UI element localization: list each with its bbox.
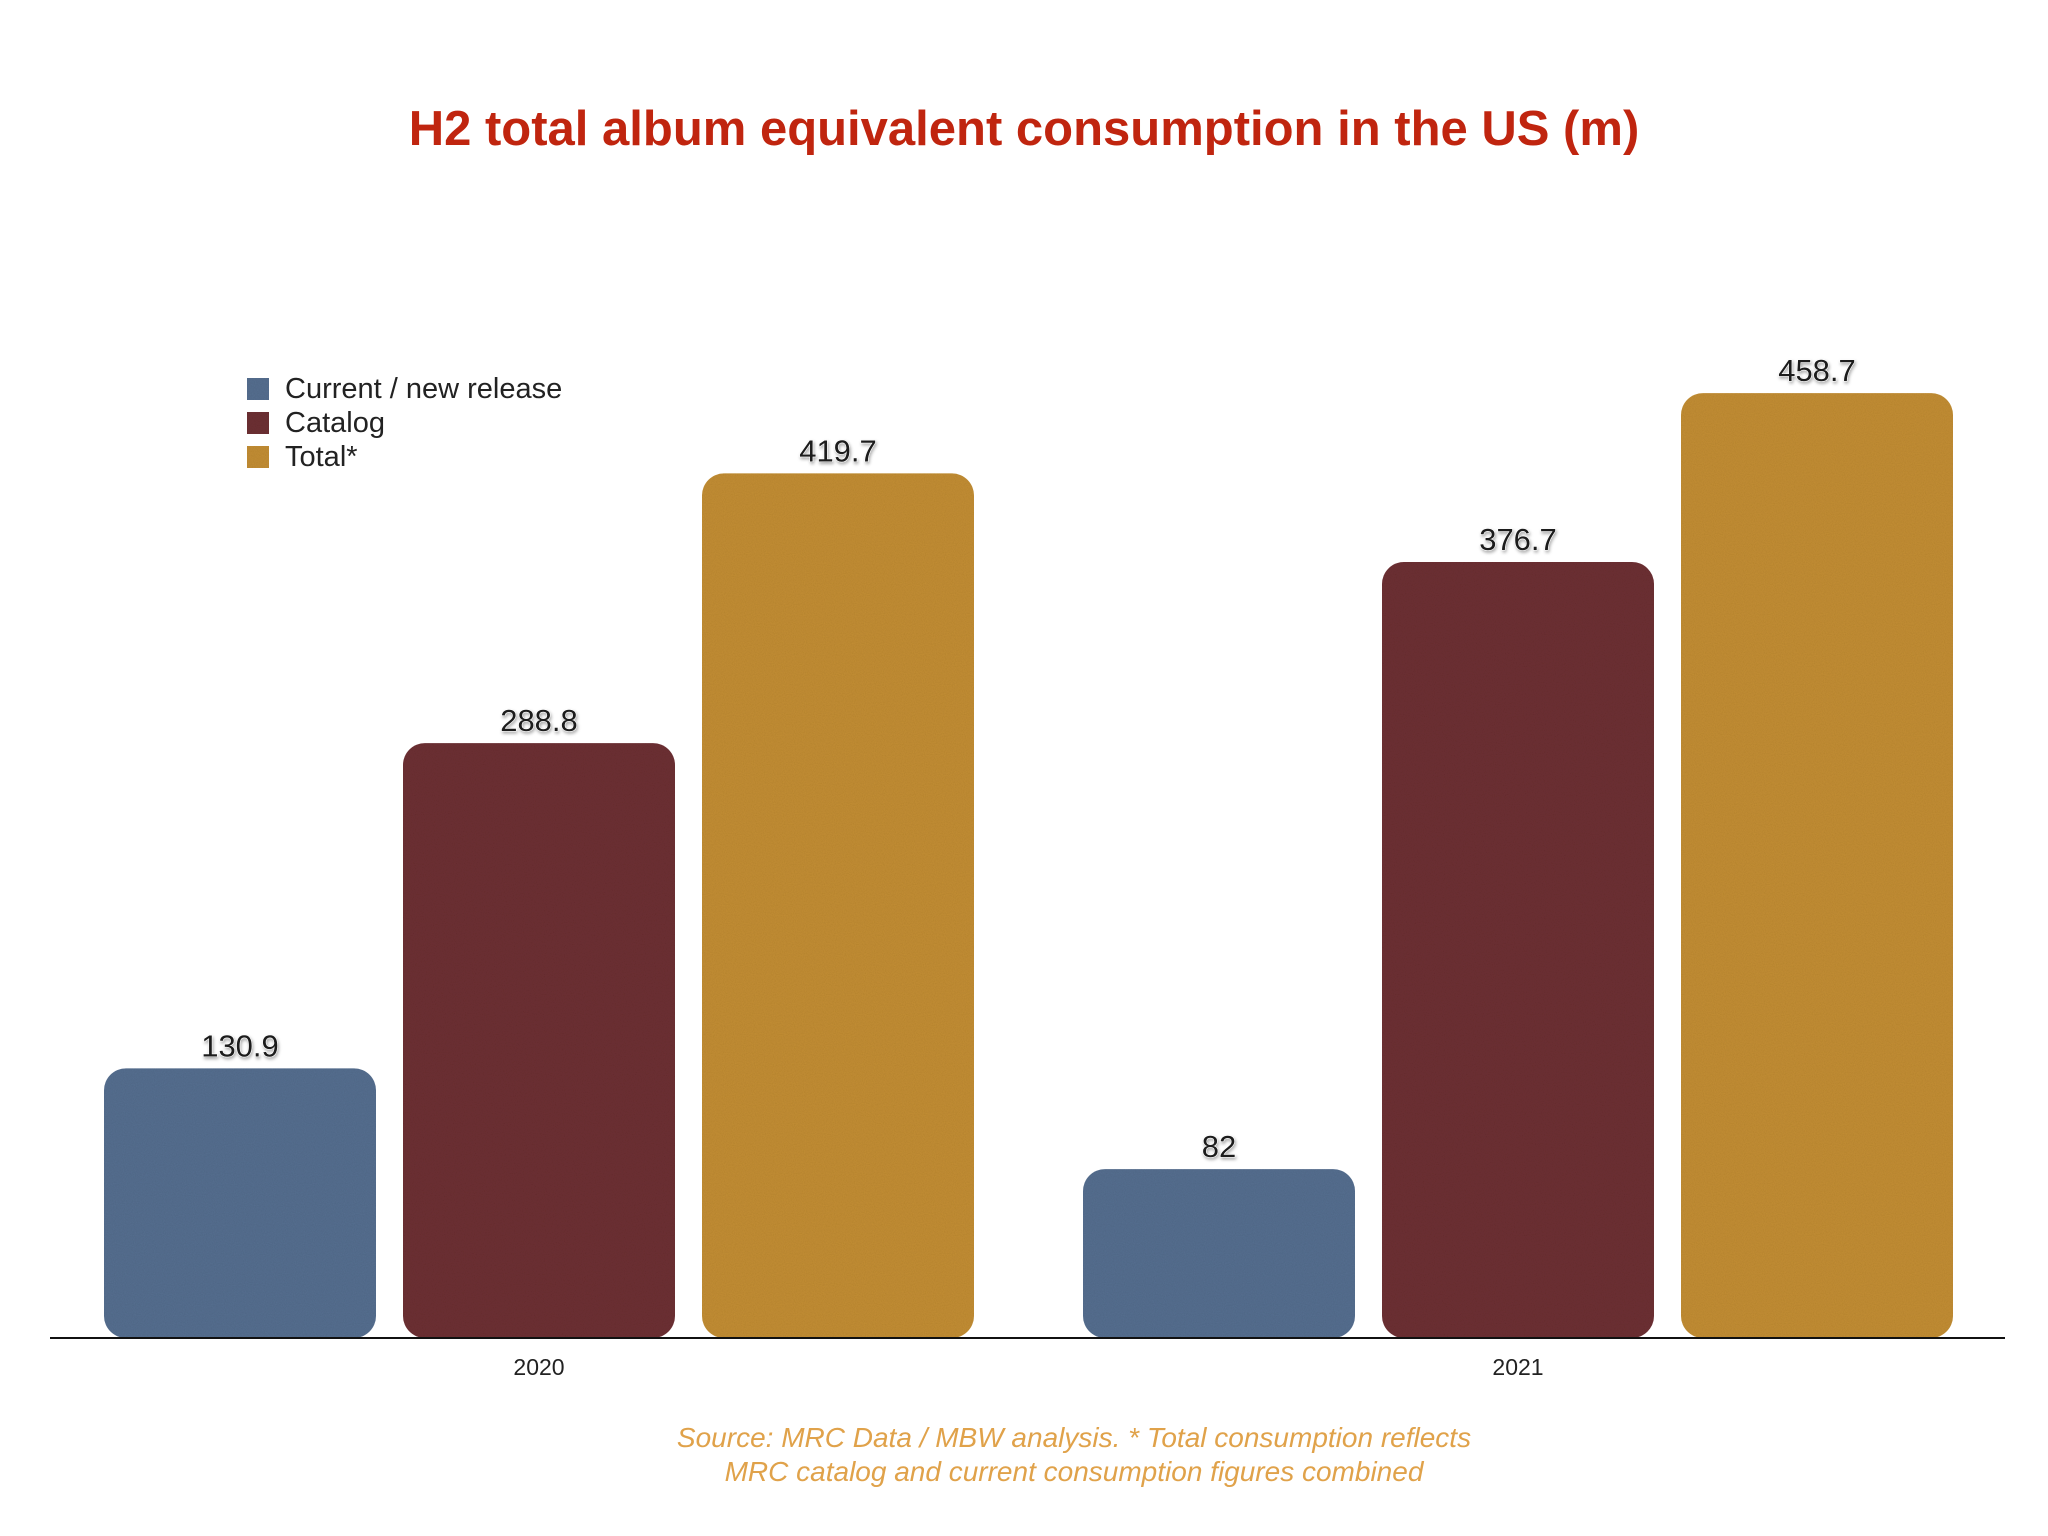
legend-swatch-total: [247, 446, 269, 468]
value-label-group: 130.9 288.8 419.7 82 376.7 458.7: [201, 353, 1857, 1165]
value-label-current-new-release-2020: 130.9: [201, 1028, 279, 1063]
chart-title: H2 total album equivalent consumption in…: [409, 102, 1640, 156]
x-tick-label-2020: 2020: [513, 1354, 564, 1380]
value-label-total-2021: 458.7: [1778, 353, 1856, 388]
value-label-total-2020: 419.7: [799, 433, 877, 468]
bar-total-2020: [702, 473, 974, 1339]
bar-current-new-release-2020: [104, 1068, 376, 1338]
legend-label-current-new-release: Current / new release: [285, 373, 562, 405]
bar-group: [104, 393, 1953, 1339]
bar-catalog-2021: [1382, 561, 1654, 1338]
legend-label-catalog: Catalog: [285, 407, 385, 439]
legend-swatch-catalog: [247, 412, 269, 434]
source-note-line-1: Source: MRC Data / MBW analysis. * Total…: [677, 1422, 1471, 1453]
legend-swatch-current-new-release: [247, 378, 269, 400]
bar-current-new-release-2021: [1083, 1169, 1355, 1338]
value-label-catalog-2021: 376.7: [1479, 522, 1557, 557]
x-tick-label-2021: 2021: [1492, 1354, 1543, 1380]
x-tick-label-group: 2020 2021: [513, 1354, 1543, 1380]
value-label-catalog-2020: 288.8: [500, 703, 578, 738]
source-note-line-2: MRC catalog and current consumption figu…: [725, 1456, 1425, 1487]
bar-total-2021: [1681, 393, 1953, 1338]
legend-label-total: Total*: [285, 441, 358, 473]
bar-catalog-2020: [403, 743, 675, 1338]
value-label-current-new-release-2021: 82: [1202, 1129, 1236, 1164]
